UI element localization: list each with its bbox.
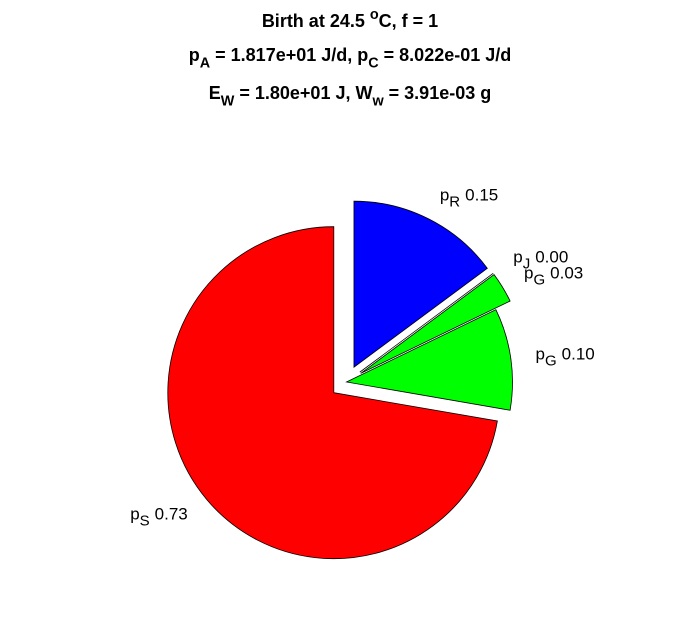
slice-label-name: p (513, 248, 522, 267)
slice-label: pG 0.10 (536, 345, 595, 369)
title-sub: C (368, 55, 378, 71)
slice-label-sub: R (449, 194, 460, 211)
title-sup: o (370, 7, 379, 23)
pie-slice (360, 274, 511, 374)
slice-label-name: p (440, 186, 449, 205)
slice-label-sub: G (545, 352, 557, 369)
title-text: p (189, 45, 200, 65)
slice-value-label: 0.03 (550, 264, 583, 283)
title-sub: w (371, 93, 384, 109)
title-text: Birth at 24.5 (262, 11, 370, 31)
title-text: = 1.80e+01 J, W (234, 83, 372, 103)
slice-value-label: 0.73 (155, 505, 188, 524)
slice-label: pJ 0.00 (513, 248, 568, 272)
title-text: E (209, 83, 221, 103)
slice-value-label: 0.10 (562, 345, 595, 364)
pie-slice (167, 226, 498, 560)
slice-label-sub: S (140, 513, 150, 530)
title-text: = 3.91e-03 g (384, 83, 492, 103)
slice-value-label: 0.00 (535, 248, 568, 267)
chart-title: EW = 1.80e+01 J, Ww = 3.91e-03 g (209, 83, 491, 109)
slice-value-label: 0.15 (465, 186, 498, 205)
pie-slice (353, 200, 488, 368)
slice-label-sub: G (533, 272, 545, 289)
slice-label-sub: J (523, 255, 531, 272)
title-text: = 1.817e+01 J/d, p (210, 45, 368, 65)
slice-label-name: p (524, 264, 533, 283)
title-sub: A (200, 55, 211, 71)
chart-title: Birth at 24.5 oC, f = 1 (262, 7, 438, 31)
chart-title: pA = 1.817e+01 J/d, pC = 8.022e-01 J/d (189, 45, 512, 71)
slice-label-name: p (536, 345, 545, 364)
slice-label: pR 0.15 (440, 186, 498, 210)
slice-label: pS 0.73 (130, 505, 188, 529)
title-sub: W (221, 93, 235, 109)
pie-slice (345, 309, 513, 411)
slice-label-name: p (130, 505, 139, 524)
title-text: C, f = 1 (379, 11, 439, 31)
slice-label: pG 0.03 (524, 264, 583, 288)
title-text: = 8.022e-01 J/d (379, 45, 512, 65)
